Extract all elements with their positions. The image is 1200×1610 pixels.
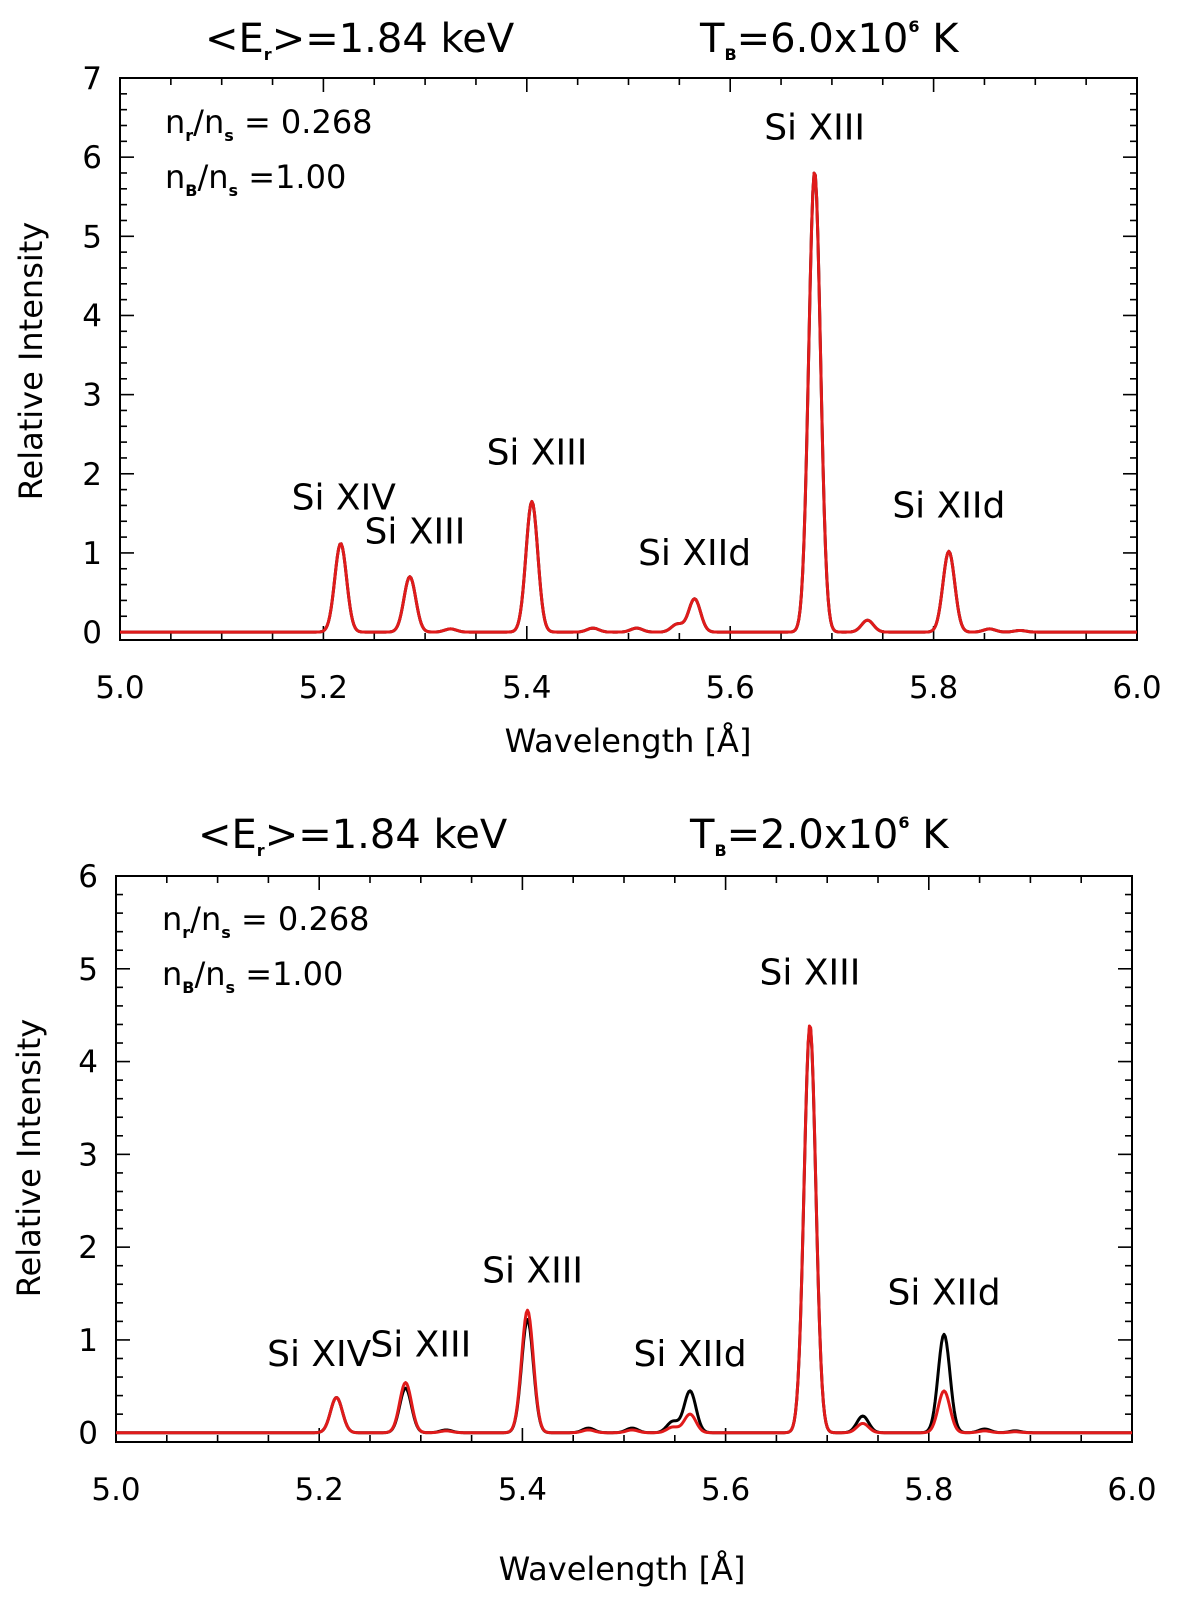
annotation-nr-ns: nr/ns = 0.268	[165, 103, 373, 145]
series-black-line	[119, 171, 1138, 634]
peak-label: Si XIV	[292, 477, 397, 518]
peak-label: Si XIId	[638, 533, 751, 574]
y-tick-label: 1	[78, 1323, 98, 1359]
peak-label: Si XIII	[370, 1325, 471, 1366]
annotation-nb-ns: nB/ns =1.00	[165, 158, 346, 200]
x-axis-label: Wavelength [Å]	[505, 722, 752, 760]
series-red-line	[119, 171, 1138, 634]
x-tick-label: 5.6	[701, 1472, 750, 1508]
x-tick-label: 6.0	[1107, 1472, 1156, 1508]
y-tick-label: 6	[82, 140, 102, 176]
y-tick-label: 1	[82, 536, 102, 572]
x-tick-label: 6.0	[1112, 670, 1161, 706]
y-axis-label: Relative Intensity	[10, 1019, 48, 1298]
y-tick-label: 6	[78, 859, 98, 895]
panel-title-right: TB=6.0x106 K	[699, 16, 960, 64]
x-tick-label: 5.0	[95, 670, 144, 706]
peak-label: Si XIId	[892, 485, 1005, 526]
y-tick-label: 0	[78, 1416, 98, 1452]
peak-label: Si XIId	[888, 1273, 1001, 1314]
x-axis-label: Wavelength [Å]	[499, 1550, 746, 1588]
x-tick-label: 5.4	[502, 670, 551, 706]
x-tick-label: 5.2	[295, 1472, 344, 1508]
x-tick-label: 5.8	[909, 670, 958, 706]
series-red-line	[115, 1024, 1133, 1435]
annotation-nr-ns: nr/ns = 0.268	[162, 900, 370, 942]
peak-label: Si XIId	[634, 1334, 747, 1375]
y-tick-label: 2	[78, 1230, 98, 1266]
x-tick-label: 5.4	[498, 1472, 547, 1508]
y-tick-label: 0	[82, 615, 102, 651]
y-tick-label: 3	[78, 1137, 98, 1173]
peak-label: Si XIII	[365, 511, 466, 552]
y-tick-label: 4	[78, 1045, 98, 1081]
y-tick-label: 4	[82, 298, 102, 334]
y-tick-label: 2	[82, 457, 102, 493]
y-axis-label: Relative Intensity	[12, 222, 50, 501]
panel-title-right: TB=2.0x106 K	[689, 812, 950, 860]
peak-label: Si XIV	[267, 1334, 372, 1375]
panel-bottom: <Er>=1.84 keV TB=2.0x106 K nr/ns = 0.268…	[10, 812, 1157, 1588]
peak-label: Si XIII	[760, 953, 861, 994]
peak-label: Si XIII	[482, 1250, 583, 1291]
y-tick-label: 5	[82, 219, 102, 255]
peak-label: Si XIII	[487, 432, 588, 473]
panel-top: <Er>=1.84 keV TB=6.0x106 K nr/ns = 0.268…	[12, 16, 1162, 760]
y-tick-label: 5	[78, 952, 98, 988]
annotation-nb-ns: nB/ns =1.00	[162, 955, 343, 997]
x-tick-label: 5.2	[299, 670, 348, 706]
y-tick-label: 7	[82, 61, 102, 97]
y-tick-label: 3	[82, 378, 102, 414]
peak-label: Si XIII	[764, 108, 865, 149]
x-tick-label: 5.6	[706, 670, 755, 706]
panel-title-left: <Er>=1.84 keV	[205, 16, 515, 64]
x-tick-label: 5.0	[91, 1472, 140, 1508]
panel-title-left: <Er>=1.84 keV	[198, 812, 508, 860]
x-tick-label: 5.8	[904, 1472, 953, 1508]
